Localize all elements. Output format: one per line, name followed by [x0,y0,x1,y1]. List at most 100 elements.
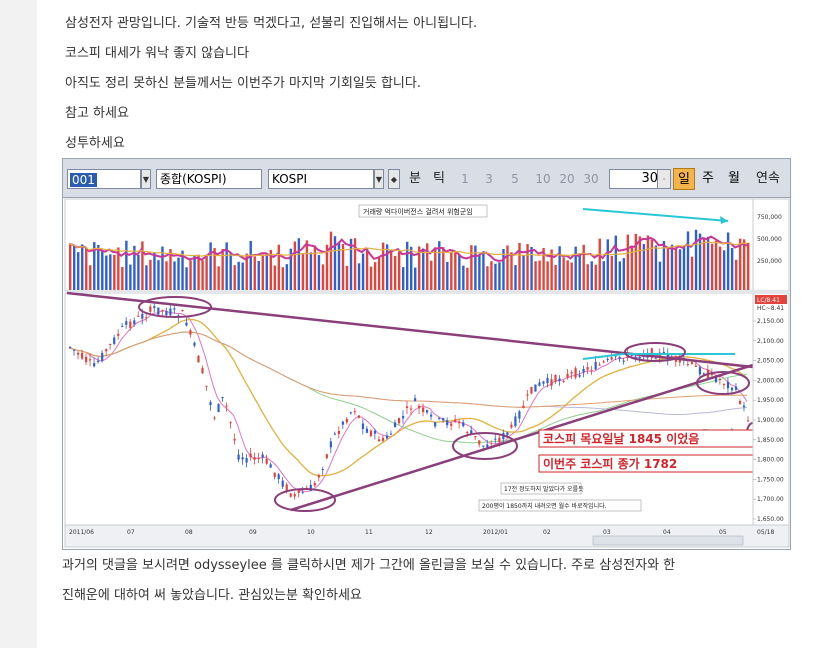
candle-body [546,377,549,384]
price-badge-text: LC/8.41 [757,297,780,304]
code-dropdown-icon[interactable]: ▼ [141,169,151,189]
volume-bar [538,260,541,290]
volume-bar [101,250,104,290]
candle-body [582,368,585,373]
volume-bar [349,238,353,290]
volume-bar [305,240,309,290]
volume-bar [169,249,172,290]
market-field[interactable]: KOSPI [268,169,374,189]
x-axis-label: 10 [307,529,315,536]
candle-body [149,306,152,312]
stock-chart-screenshot: 001 ▼ 종합(KOSPI) KOSPI ▼ ◆ 분 틱 1 3 5 10 2… [62,158,791,550]
candle-body [538,382,541,386]
candle-body [734,386,738,390]
day-button[interactable]: 일 [673,168,695,190]
code-field[interactable]: 001 [67,169,141,189]
volume-bar [442,247,445,290]
index-name-field[interactable]: 종합(KOSPI) [156,169,262,189]
volume-bar [73,245,76,290]
volume-bar [353,238,357,290]
volume-bar [526,244,529,290]
continuous-button[interactable]: 연속 [756,171,780,186]
candle-body [606,358,609,360]
volume-bar [678,249,682,290]
volume-bar [646,235,650,290]
post-line-3: 아직도 정리 못하신 분들께서는 이번주가 마지막 기회일듯 합니다. [65,76,421,91]
volume-bar [462,265,465,290]
price-tick: 2,150.00 [757,318,784,325]
candle-body [77,352,80,355]
week-button[interactable]: 주 [702,171,714,186]
volume-tick-750k: 750,000 [757,214,782,221]
minute-button[interactable]: 분 [409,171,421,186]
interval-1-button[interactable]: 1 [461,172,469,186]
candle-body [217,403,220,412]
volume-bar [622,258,626,290]
volume-bar [321,264,325,290]
candle-body [221,396,224,399]
candle-body [470,430,473,434]
volume-bar [405,241,409,290]
volume-bar [430,260,433,290]
candle-body [694,365,698,367]
period-input[interactable]: 30 [609,169,665,189]
candle-body [333,433,336,435]
candle-body [454,419,457,422]
period-spin-icon[interactable]: · [657,169,671,189]
moving-average-lines [68,310,748,493]
scroll-bar[interactable] [592,535,744,546]
candle-body [309,484,312,491]
volume-bar [682,247,686,290]
candle-body [281,480,284,487]
candle-body [385,435,389,439]
candle-body [570,372,573,374]
candle-body [185,322,188,326]
x-axis-label: 08 [185,529,193,536]
candle-body [209,402,212,406]
volume-bar [618,261,622,290]
page-left-margin [0,0,37,648]
candle-body [225,405,228,407]
market-dropdown-icon[interactable]: ▼ [374,169,384,189]
interval-5-button[interactable]: 5 [511,172,519,186]
volume-bar [165,261,168,290]
candle-body [289,493,292,497]
candle-body [746,420,750,422]
volume-divergence-line [582,208,729,222]
volume-bar [410,246,413,290]
candle-body [353,411,357,413]
tick-button[interactable]: 틱 [433,171,445,186]
volume-bar [494,263,497,290]
month-button[interactable]: 월 [728,171,740,186]
volume-bar [542,248,545,290]
candle-body [361,423,365,429]
interval-10-button[interactable]: 10 [535,172,551,186]
price-tick: 2,100.00 [757,338,784,345]
price-tick: 1,650.00 [757,516,784,523]
x-axis-label: 2011/06 [69,529,94,536]
volume-bar [670,244,674,290]
candle-body [113,337,116,345]
chart-toolbar: 001 ▼ 종합(KOSPI) KOSPI ▼ ◆ 분 틱 1 3 5 10 2… [63,159,790,198]
volume-bar [365,248,369,290]
x-axis-label: 05 [719,529,727,536]
candle-body [321,469,324,471]
candle-body [550,379,553,386]
candle-body [602,361,605,363]
candle-body [69,346,72,348]
candle-body [446,420,449,426]
volume-bar [582,244,585,290]
volume-bar [470,245,473,290]
spin-icon[interactable]: ◆ [388,169,400,189]
volume-bar [137,254,140,290]
candle-body [161,310,164,312]
interval-30-button[interactable]: 30 [583,172,599,186]
interval-20-button[interactable]: 20 [559,172,575,186]
candle-body [349,412,353,414]
candle-body [337,431,340,435]
interval-3-button[interactable]: 3 [485,172,493,186]
candle-body [265,458,268,464]
volume-bar [377,257,381,290]
price-axis [752,292,790,526]
volume-bar [181,250,184,290]
